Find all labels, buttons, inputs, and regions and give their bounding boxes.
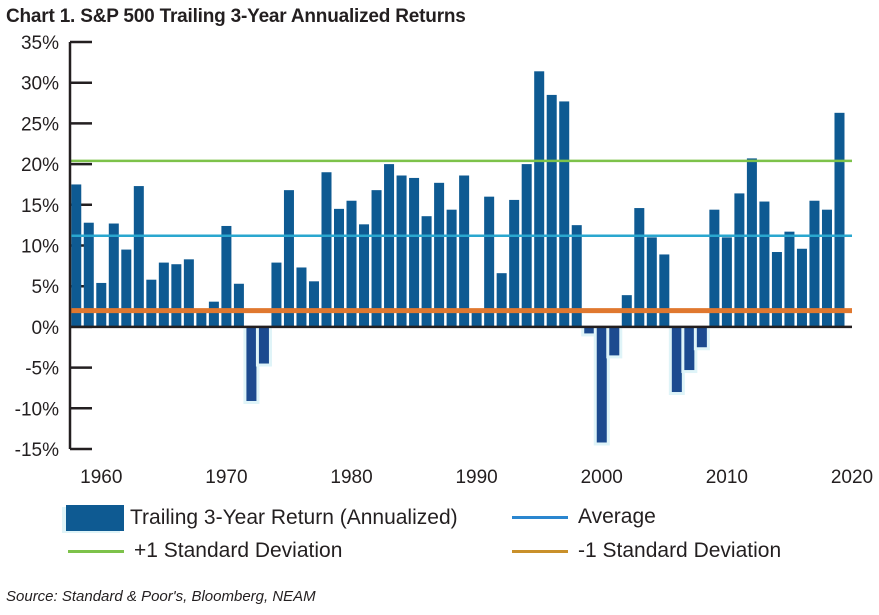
bar-2017 — [809, 200, 820, 327]
bar-1981 — [359, 224, 370, 327]
bar-2005 — [659, 254, 670, 327]
legend-label-plus-sd: +1 Standard Deviation — [134, 539, 343, 562]
bar-1998 — [571, 225, 582, 327]
source-note: Source: Standard & Poor's, Bloomberg, NE… — [6, 588, 316, 605]
x-tick-label: 2010 — [706, 467, 748, 488]
legend-item-plus-sd: +1 Standard Deviation — [68, 539, 342, 563]
bar-2007 — [684, 326, 695, 371]
bar-1966 — [171, 264, 182, 327]
bar-1959 — [83, 222, 94, 327]
legend-swatch-plus-sd — [68, 549, 124, 553]
bar-2012 — [746, 158, 757, 327]
bar-2016 — [796, 248, 807, 327]
bar-1990 — [471, 310, 482, 327]
y-tick-label: 0% — [32, 318, 60, 339]
bar-1965 — [158, 262, 169, 327]
bar-2011 — [734, 193, 745, 327]
y-tick-label: 35% — [21, 33, 59, 54]
reference-lines — [70, 159, 852, 314]
bar-1973 — [258, 326, 269, 364]
x-axis-ticks: 1960 1970 1980 1990 2000 2010 2020 — [80, 467, 873, 488]
x-tick-label: 2000 — [581, 467, 623, 488]
bar-2000 — [596, 326, 607, 443]
bar-1985 — [409, 177, 420, 327]
bar-1974 — [271, 262, 282, 327]
legend-label-average: Average — [578, 505, 656, 528]
legend-item-average: Average — [512, 505, 656, 529]
bar-1976 — [296, 267, 307, 327]
legend-label-returns: Trailing 3-Year Return (Annualized) — [130, 506, 458, 529]
legend-swatch-bar — [66, 505, 124, 531]
bar-1999 — [584, 326, 595, 334]
y-tick-label: 10% — [21, 237, 59, 258]
bar-1995 — [534, 71, 545, 327]
bar-series — [71, 71, 845, 446]
chart-plot: 35%30%25%20%15%10%5%0%-5%-10%-15% 1960 19… — [15, 33, 874, 488]
bar-2010 — [721, 237, 732, 327]
axes — [68, 42, 852, 449]
chart-title: Chart 1. S&P 500 Trailing 3-Year Annuali… — [6, 6, 466, 27]
y-tick-label: -10% — [15, 399, 59, 420]
legend-item-minus-sd: -1 Standard Deviation — [512, 539, 781, 563]
bar-1986 — [421, 216, 432, 327]
y-tick-label: -5% — [25, 359, 59, 380]
bar-2015 — [784, 231, 795, 327]
bar-1960 — [96, 282, 107, 327]
bar-2003 — [634, 208, 645, 327]
x-tick-label: 2020 — [831, 467, 873, 488]
bar-1962 — [121, 249, 132, 327]
bar-2018 — [821, 209, 832, 327]
x-tick-label: 1960 — [80, 467, 122, 488]
x-tick-label: 1980 — [330, 467, 372, 488]
y-tick-label: 25% — [21, 114, 59, 135]
bar-2014 — [771, 252, 782, 327]
bar-1987 — [434, 182, 445, 327]
bar-1982 — [371, 190, 382, 327]
bar-1958 — [71, 184, 82, 327]
bar-1992 — [496, 273, 507, 327]
bar-1997 — [559, 101, 570, 327]
x-tick-label: 1970 — [205, 467, 247, 488]
bar-1989 — [459, 175, 470, 327]
bar-1971 — [233, 283, 244, 327]
bar-1984 — [396, 175, 407, 327]
bar-1979 — [334, 208, 345, 327]
legend-item-returns: Trailing 3-Year Return (Annualized) — [66, 505, 458, 531]
bar-1988 — [446, 209, 457, 327]
bar-1970 — [221, 225, 232, 327]
bar-2006 — [671, 326, 682, 393]
bar-1980 — [346, 200, 357, 327]
bar-1977 — [308, 281, 319, 327]
bar-1993 — [509, 199, 520, 327]
bar-1963 — [133, 186, 144, 327]
bar-2019 — [834, 112, 845, 327]
y-tick-label: -15% — [15, 440, 59, 461]
bar-2013 — [759, 201, 770, 327]
bar-2008 — [696, 326, 707, 348]
bar-1991 — [484, 196, 495, 327]
bar-1967 — [183, 259, 194, 327]
bar-2004 — [646, 237, 657, 327]
bar-1994 — [521, 164, 532, 327]
legend-swatch-average — [512, 515, 568, 519]
y-tick-label: 20% — [21, 155, 59, 176]
bar-2009 — [709, 209, 720, 327]
x-tick-label: 1990 — [455, 467, 497, 488]
legend-label-minus-sd: -1 Standard Deviation — [578, 539, 782, 562]
legend-swatch-minus-sd — [512, 549, 568, 553]
bar-1969 — [208, 301, 219, 327]
bar-1978 — [321, 172, 332, 327]
y-tick-label: 15% — [21, 196, 59, 217]
y-tick-label: 5% — [32, 277, 60, 298]
y-tick-label: 30% — [21, 74, 59, 95]
bar-1983 — [384, 164, 395, 327]
bar-2001 — [609, 326, 620, 356]
bar-1972 — [246, 326, 257, 401]
bar-1968 — [196, 310, 207, 327]
bar-1996 — [546, 94, 557, 327]
bar-1961 — [108, 223, 119, 327]
bar-1964 — [146, 279, 157, 327]
bar-1975 — [283, 190, 294, 327]
